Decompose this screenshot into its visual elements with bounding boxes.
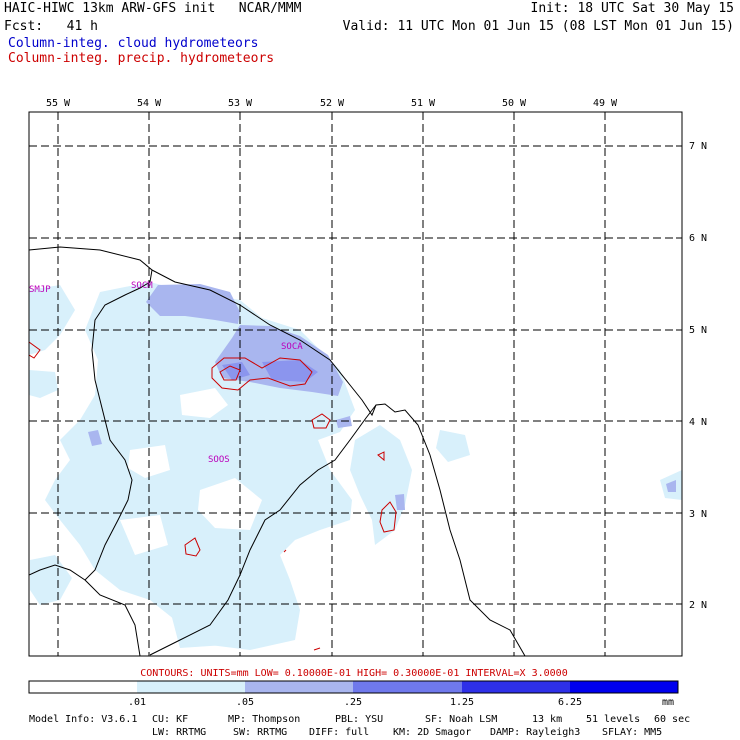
- color-legend: .01 .05 .25 1.25 6.25 mm: [28, 680, 679, 708]
- cloud-field-label: Column-integ. cloud hydrometeors: [8, 36, 259, 51]
- forecast-hour: Fcst: 41 h: [4, 19, 98, 34]
- lat-label: 5 N: [689, 325, 707, 336]
- station-label: SOOS: [208, 455, 230, 465]
- model-title: HAIC-HIWC 13km ARW-GFS init NCAR/MMM: [4, 1, 302, 16]
- footer-item: MP: Thompson: [228, 714, 300, 725]
- footer-item: 13 km: [532, 714, 562, 725]
- lon-label: 50 W: [502, 98, 527, 109]
- station-labels: SMJP SOCM SOCA SOOS: [29, 281, 303, 465]
- station-label: SMJP: [29, 285, 51, 295]
- footer-item: DIFF: full: [309, 727, 369, 738]
- longitude-labels: 55 W 54 W 53 W 52 W 51 W 50 W 49 W: [46, 98, 618, 109]
- legend-swatch: [462, 681, 570, 693]
- legend-swatch: [29, 681, 137, 693]
- station-label: SOCA: [281, 342, 303, 352]
- valid-time: Valid: 11 UTC Mon 01 Jun 15 (08 LST Mon …: [342, 19, 734, 34]
- lon-label: 52 W: [320, 98, 345, 109]
- footer-item: PBL: YSU: [335, 714, 383, 725]
- model-info-footer: Model Info: V3.6.1 CU: KF MP: Thompson P…: [29, 714, 690, 738]
- footer-item: SF: Noah LSM: [425, 714, 497, 725]
- legend-tick: .05: [236, 697, 254, 708]
- lon-label: 54 W: [137, 98, 162, 109]
- footer-item: SW: RRTMG: [233, 727, 287, 738]
- footer-item: Model Info: V3.6.1: [29, 714, 137, 725]
- clear-areas: [120, 388, 262, 555]
- coastline-borders: [29, 246, 526, 656]
- init-time: Init: 18 UTC Sat 30 May 15: [530, 1, 735, 16]
- lat-label: 4 N: [689, 417, 707, 428]
- footer-item: LW: RRTMG: [152, 727, 206, 738]
- footer-item: 60 sec: [654, 714, 690, 725]
- legend-swatch: [353, 681, 462, 693]
- legend-tick: .25: [344, 697, 362, 708]
- lon-label: 55 W: [46, 98, 71, 109]
- map-frame: [28, 111, 683, 657]
- footer-item: SFLAY: MM5: [602, 727, 662, 738]
- legend-tick: .01: [128, 697, 146, 708]
- lat-label: 3 N: [689, 509, 707, 520]
- lon-label: 51 W: [411, 98, 436, 109]
- frame-ticks: [57, 112, 682, 605]
- station-label: SOCM: [131, 281, 153, 291]
- legend-tick: 6.25: [558, 697, 582, 708]
- lat-label: 6 N: [689, 233, 707, 244]
- precip-field-label: Column-integ. precip. hydrometeors: [8, 51, 275, 66]
- legend-units: mm: [662, 697, 674, 708]
- precip-contours: [29, 341, 397, 651]
- footer-item: DAMP: Rayleigh3: [490, 727, 580, 738]
- legend-swatch: [137, 681, 245, 693]
- lon-label: 49 W: [593, 98, 618, 109]
- lat-label: 2 N: [689, 600, 707, 611]
- lat-lon-grid: [29, 112, 682, 656]
- footer-item: 51 levels: [586, 714, 640, 725]
- footer-item: KM: 2D Smagor: [393, 727, 471, 738]
- legend-swatch: [245, 681, 353, 693]
- latitude-labels: 7 N 6 N 5 N 4 N 3 N 2 N: [689, 141, 707, 611]
- contour-info: CONTOURS: UNITS=mm LOW= 0.10000E-01 HIGH…: [140, 668, 567, 679]
- legend-swatch: [570, 681, 678, 693]
- lon-label: 53 W: [228, 98, 253, 109]
- legend-tick: 1.25: [450, 697, 474, 708]
- cloud-shading-medium: [88, 284, 676, 510]
- lat-label: 7 N: [689, 141, 707, 152]
- footer-item: CU: KF: [152, 714, 188, 725]
